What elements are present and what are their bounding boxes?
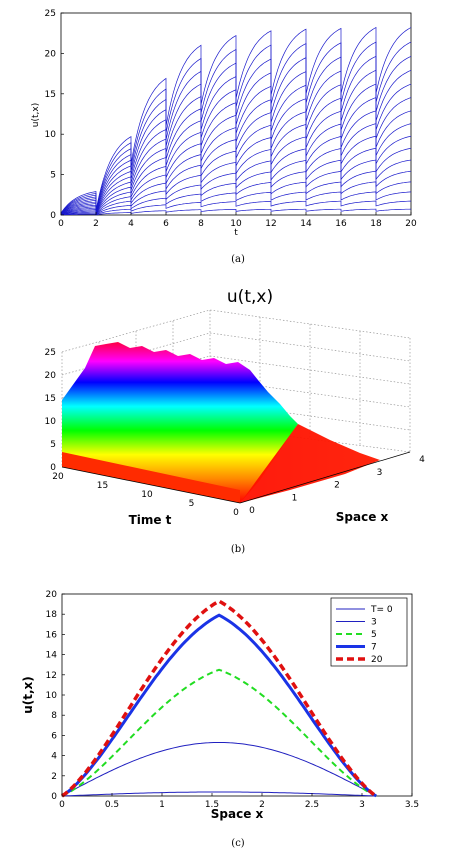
- chart-b-space-tick-label: 3: [377, 468, 383, 478]
- chart-a-x-tick-label: 8: [198, 219, 204, 229]
- chart-b-space-tick-label: 2: [334, 481, 340, 491]
- chart-a-x-tick-label: 16: [335, 219, 347, 229]
- chart-c-x-label: Space x: [211, 807, 264, 821]
- chart-c-legend-box: [330, 597, 408, 667]
- chart-c-legend: T= 0 3 5 7 20: [330, 597, 408, 667]
- chart-a-x-label: t: [234, 228, 238, 238]
- chart-a: 0 2 4 6 8 10 12 14 16 18 20 0 5 10 15 20 25 t u(t,x) (a…: [31, 9, 417, 265]
- chart-b-z-tick-label: 20: [45, 371, 57, 381]
- chart-c-y-tick-label: 14: [46, 651, 58, 661]
- chart-c-legend-label: 20: [371, 655, 383, 665]
- chart-b-z-tick-label: 5: [50, 440, 56, 450]
- chart-c-x-tick-label: 3.5: [405, 800, 419, 810]
- chart-c-x-tick-label: 0.5: [105, 800, 119, 810]
- chart-c-legend-label: T= 0: [370, 605, 393, 615]
- chart-a-x-tick-label: 18: [370, 219, 382, 229]
- chart-a-curve: [60, 200, 411, 216]
- chart-c-y-tick-label: 10: [46, 691, 58, 701]
- chart-a-y-tick-label: 25: [45, 9, 56, 19]
- chart-c: 0 0.5 1 1.5 2 2.5 3 3.5 0 2 4 6 8 10 12 14 16 18 20 T= 0 3…: [21, 590, 419, 849]
- chart-c-y-tick-label: 20: [46, 590, 58, 600]
- chart-c-y-tick-label: 12: [46, 671, 57, 681]
- chart-c-y-tick-label: 2: [51, 772, 57, 782]
- chart-a-x-tick-label: 10: [230, 219, 242, 229]
- chart-c-x-tick-label: 2: [259, 800, 265, 810]
- chart-b-z-tick-label: 0: [50, 463, 56, 473]
- chart-c-x-tick-label: 1.5: [205, 800, 219, 810]
- chart-a-x-tick-label: 20: [405, 219, 417, 229]
- chart-a-y-ticks: 0 5 10 15 20 25: [45, 9, 64, 221]
- chart-b-surface: [62, 342, 298, 503]
- chart-a-y-tick-label: 10: [45, 130, 57, 140]
- chart-b-z-ticks: 0 5 10 15 20 25: [45, 348, 57, 473]
- chart-a-y-label: u(t,x): [31, 103, 41, 127]
- chart-b-x-label: Time t: [129, 513, 172, 527]
- chart-c-y-tick-label: 18: [46, 610, 58, 620]
- chart-c-x-ticks: 0 0.5 1 1.5 2 2.5 3 3.5: [59, 793, 419, 810]
- chart-c-y-tick-label: 8: [51, 711, 57, 721]
- chart-b-time-ticks: 20 15 10 5 0: [52, 472, 239, 518]
- chart-c-series-line: [61, 599, 378, 798]
- chart-c-series-line: [61, 742, 377, 797]
- chart-c-legend-label: 7: [371, 643, 377, 653]
- chart-c-caption: (c): [231, 838, 245, 849]
- chart-a-y-tick-label: 0: [50, 211, 56, 221]
- chart-b-time-tick-label: 10: [141, 490, 153, 500]
- chart-a-x-tick-label: 0: [58, 219, 64, 229]
- chart-a-x-tick-label: 2: [93, 219, 99, 229]
- chart-c-x-tick-label: 1: [159, 800, 165, 810]
- chart-b-z-tick-label: 15: [45, 394, 56, 404]
- chart-b-time-tick-label: 5: [189, 499, 195, 509]
- chart-c-x-tick-label: 2.5: [305, 800, 319, 810]
- chart-c-y-tick-label: 0: [51, 792, 57, 802]
- chart-a-caption: (a): [231, 254, 245, 265]
- chart-b-caption: (b): [231, 544, 245, 555]
- chart-c-y-ticks: 0 2 4 6 8 10 12 14 16 18 20: [46, 590, 65, 802]
- chart-a-y-tick-label: 5: [50, 171, 56, 181]
- chart-b-time-tick-label: 15: [97, 481, 108, 491]
- chart-b-space-tick-label: 4: [419, 455, 425, 465]
- chart-b-space-axis: [239, 451, 411, 504]
- chart-b-time-tick-label: 0: [233, 508, 239, 518]
- chart-a-x-tick-label: 12: [265, 219, 276, 229]
- chart-b-y-label: Space x: [336, 510, 389, 524]
- chart-b-surface-edge: [62, 452, 240, 503]
- chart-a-y-tick-label: 15: [45, 90, 56, 100]
- chart-a-y-tick-label: 20: [45, 49, 57, 59]
- chart-b-time-tick-label: 20: [52, 472, 64, 482]
- chart-a-curves: [60, 26, 412, 216]
- chart-a-curve: [60, 26, 412, 214]
- chart-b-title: u(t,x): [227, 287, 273, 307]
- chart-b-space-tick-label: 0: [249, 506, 255, 516]
- chart-a-curve: [60, 181, 412, 215]
- chart-b-z-tick-label: 25: [45, 348, 56, 358]
- chart-a-curve: [61, 208, 412, 216]
- chart-c-y-tick-label: 16: [46, 630, 58, 640]
- chart-c-y-label: u(t,x): [21, 676, 35, 714]
- chart-c-x-tick-label: 3: [359, 800, 365, 810]
- chart-b-space-ticks: 0 1 2 3 4: [249, 455, 425, 516]
- chart-b-space-tick-label: 1: [292, 493, 298, 503]
- chart-c-y-tick-label: 4: [51, 752, 57, 762]
- chart-a-curve: [60, 191, 412, 216]
- chart-c-y-tick-label: 6: [51, 731, 57, 741]
- chart-c-curves: [61, 599, 378, 798]
- chart-a-x-tick-label: 4: [128, 219, 134, 229]
- chart-a-x-tick-label: 14: [300, 219, 312, 229]
- chart-b-z-tick-label: 10: [45, 417, 57, 427]
- chart-b-time-axis: [61, 466, 241, 504]
- chart-c-series-line: [61, 668, 377, 797]
- chart-c-x-tick-label: 0: [59, 800, 65, 810]
- chart-c-legend-label: 5: [371, 630, 377, 640]
- chart-c-legend-label: 3: [371, 618, 377, 628]
- chart-a-x-tick-label: 6: [163, 219, 169, 229]
- chart-a-x-ticks: 0 2 4 6 8 10 12 14 16 18 20: [58, 212, 417, 229]
- chart-c-series-line: [61, 791, 377, 797]
- chart-b-surface-floor: [62, 424, 380, 503]
- chart-c-series-line: [61, 613, 377, 798]
